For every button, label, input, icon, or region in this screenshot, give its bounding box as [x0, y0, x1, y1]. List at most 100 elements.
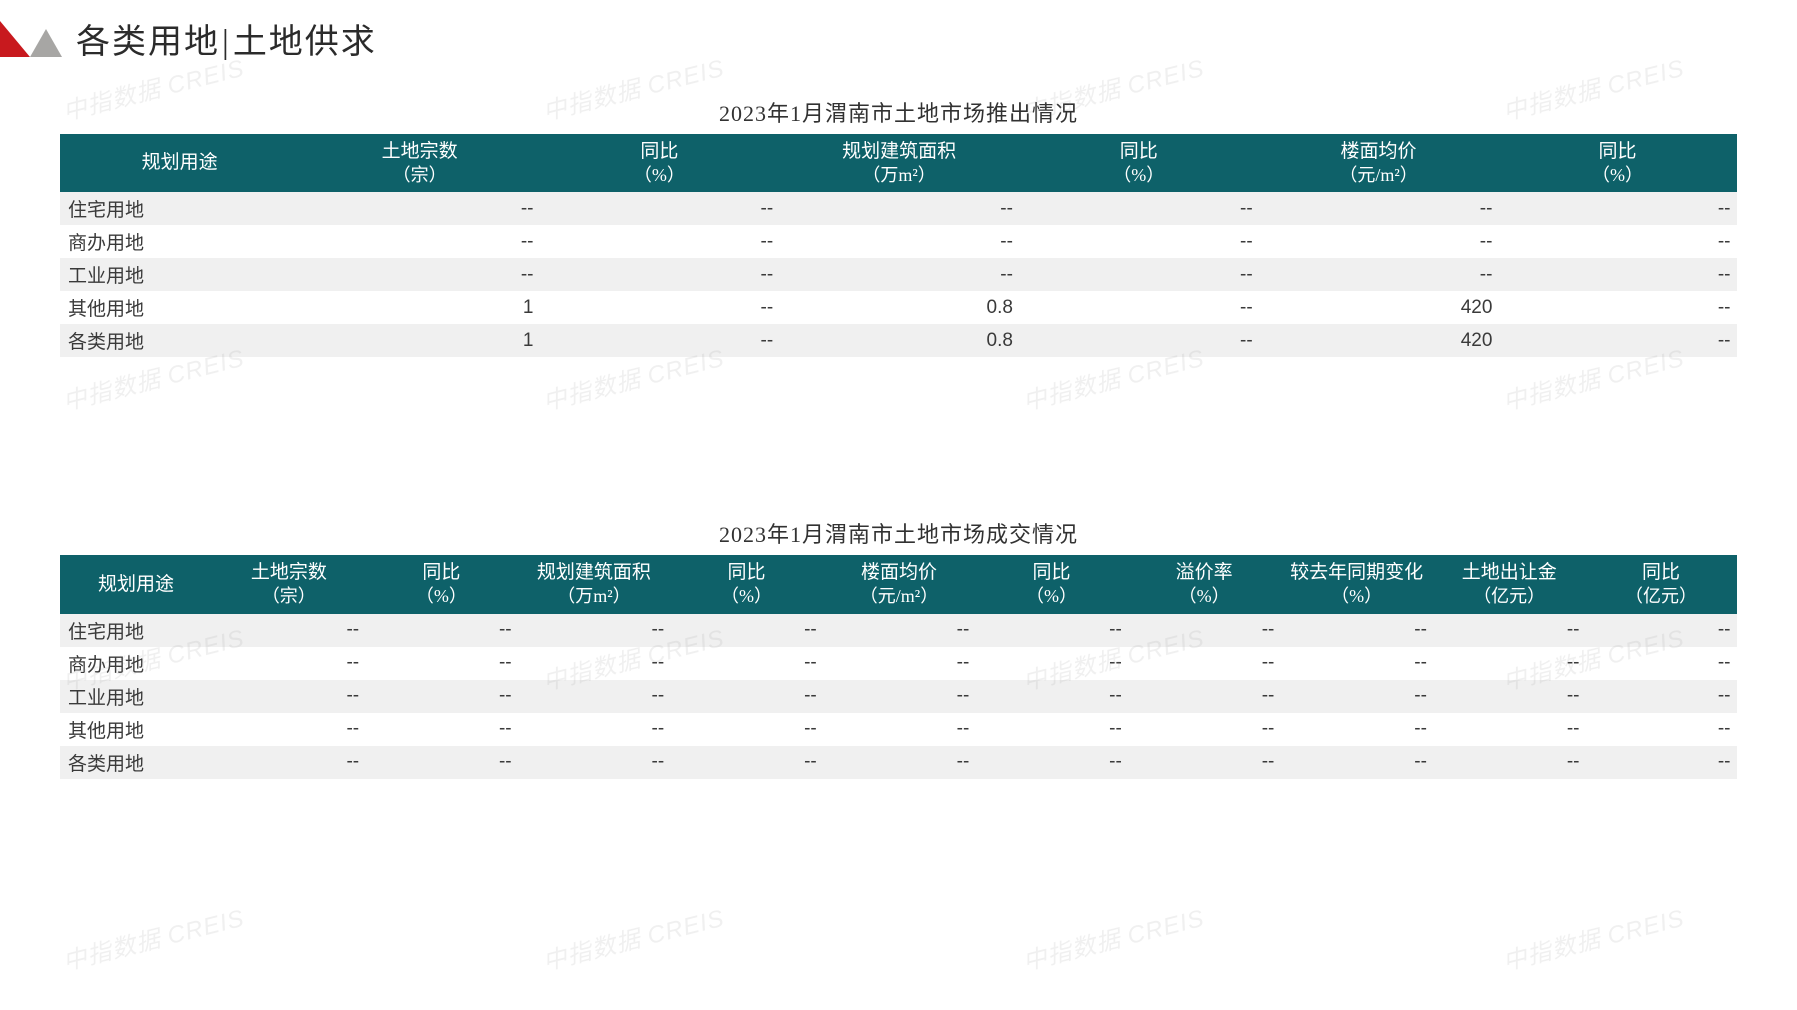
col-header: 同比（%）: [1019, 134, 1259, 192]
cell-value: --: [1280, 746, 1433, 779]
cell-value: --: [1585, 680, 1736, 713]
cell-value: --: [1128, 647, 1281, 680]
cell-value: --: [1433, 647, 1586, 680]
table-row: 其他用地--------------------: [60, 713, 1737, 746]
col-header: 同比（%）: [1498, 134, 1736, 192]
cell-value: --: [300, 258, 540, 291]
table-row: 各类用地1--0.8--420--: [60, 324, 1737, 357]
cell-value: --: [365, 746, 518, 779]
cell-value: --: [213, 614, 366, 647]
watermark: 中指数据 CREIS: [539, 898, 728, 977]
col-header: 较去年同期变化（%）: [1280, 555, 1433, 613]
watermark: 中指数据 CREIS: [1499, 898, 1688, 977]
table-row: 各类用地--------------------: [60, 746, 1737, 779]
cell-value: --: [1498, 291, 1736, 324]
watermark: 中指数据 CREIS: [1019, 898, 1208, 977]
brand-logo-icon: [0, 21, 62, 57]
cell-value: --: [670, 647, 823, 680]
cell-value: --: [1585, 647, 1736, 680]
page-title: 各类用地|土地供求: [76, 14, 377, 63]
col-header: 楼面均价（元/m²）: [823, 555, 976, 613]
col-header: 规划建筑面积（万m²）: [779, 134, 1019, 192]
cell-value: --: [518, 680, 671, 713]
cell-value: --: [1433, 680, 1586, 713]
cell-value: --: [1498, 225, 1736, 258]
page-title-right: 土地供求: [233, 24, 377, 61]
col-header: 土地宗数（宗）: [300, 134, 540, 192]
land-deal-table: 规划用途土地宗数（宗）同比（%）规划建筑面积（万m²）同比（%）楼面均价（元/m…: [60, 555, 1737, 778]
table-row: 住宅用地------------: [60, 192, 1737, 225]
cell-value: --: [670, 680, 823, 713]
col-header: 同比（%）: [670, 555, 823, 613]
cell-value: --: [1585, 713, 1736, 746]
cell-value: --: [1259, 258, 1499, 291]
cell-value: --: [1019, 258, 1259, 291]
watermark: 中指数据 CREIS: [59, 898, 248, 977]
cell-value: --: [518, 614, 671, 647]
col-header: 同比（%）: [365, 555, 518, 613]
page-title-left: 各类用地: [76, 24, 220, 61]
cell-value: --: [1433, 713, 1586, 746]
cell-value: 0.8: [779, 324, 1019, 357]
cell-value: --: [213, 746, 366, 779]
land-offer-table: 规划用途土地宗数（宗）同比（%）规划建筑面积（万m²）同比（%）楼面均价（元/m…: [60, 134, 1737, 357]
table-row: 其他用地1--0.8--420--: [60, 291, 1737, 324]
cell-value: 1: [300, 291, 540, 324]
cell-value: --: [975, 647, 1128, 680]
col-header: 规划用途: [60, 555, 213, 613]
cell-value: --: [1259, 225, 1499, 258]
cell-value: --: [670, 746, 823, 779]
cell-value: --: [1019, 225, 1259, 258]
cell-value: --: [975, 746, 1128, 779]
cell-value: --: [213, 680, 366, 713]
cell-value: --: [1280, 614, 1433, 647]
row-label: 各类用地: [60, 324, 300, 357]
cell-value: --: [779, 258, 1019, 291]
cell-value: --: [1280, 713, 1433, 746]
row-label: 住宅用地: [60, 192, 300, 225]
row-label: 工业用地: [60, 258, 300, 291]
cell-value: --: [670, 713, 823, 746]
cell-value: --: [1019, 192, 1259, 225]
cell-value: --: [1019, 291, 1259, 324]
cell-value: --: [1259, 192, 1499, 225]
cell-value: --: [1433, 746, 1586, 779]
cell-value: --: [975, 614, 1128, 647]
cell-value: --: [1128, 680, 1281, 713]
cell-value: --: [823, 680, 976, 713]
col-header: 规划用途: [60, 134, 300, 192]
cell-value: --: [823, 614, 976, 647]
col-header: 土地宗数（宗）: [213, 555, 366, 613]
cell-value: --: [365, 647, 518, 680]
cell-value: --: [1498, 324, 1736, 357]
table-row: 商办用地--------------------: [60, 647, 1737, 680]
cell-value: 1: [300, 324, 540, 357]
content-area: 2023年1月渭南市土地市场推出情况 规划用途土地宗数（宗）同比（%）规划建筑面…: [60, 86, 1737, 779]
col-header: 同比（%）: [539, 134, 779, 192]
row-label: 工业用地: [60, 680, 213, 713]
cell-value: --: [823, 647, 976, 680]
cell-value: --: [779, 192, 1019, 225]
cell-value: --: [539, 258, 779, 291]
page-header: 各类用地|土地供求: [0, 14, 377, 63]
table-row: 住宅用地--------------------: [60, 614, 1737, 647]
cell-value: --: [1128, 746, 1281, 779]
cell-value: 420: [1259, 291, 1499, 324]
cell-value: --: [975, 680, 1128, 713]
cell-value: 420: [1259, 324, 1499, 357]
row-label: 各类用地: [60, 746, 213, 779]
cell-value: --: [213, 647, 366, 680]
cell-value: --: [823, 713, 976, 746]
col-header: 同比（%）: [975, 555, 1128, 613]
table1-title: 2023年1月渭南市土地市场推出情况: [60, 96, 1737, 128]
table-row: 工业用地--------------------: [60, 680, 1737, 713]
col-header: 土地出让金（亿元）: [1433, 555, 1586, 613]
cell-value: --: [518, 746, 671, 779]
col-header: 楼面均价（元/m²）: [1259, 134, 1499, 192]
cell-value: --: [779, 225, 1019, 258]
cell-value: --: [539, 225, 779, 258]
row-label: 商办用地: [60, 647, 213, 680]
cell-value: --: [1498, 258, 1736, 291]
cell-value: --: [975, 713, 1128, 746]
cell-value: --: [539, 324, 779, 357]
